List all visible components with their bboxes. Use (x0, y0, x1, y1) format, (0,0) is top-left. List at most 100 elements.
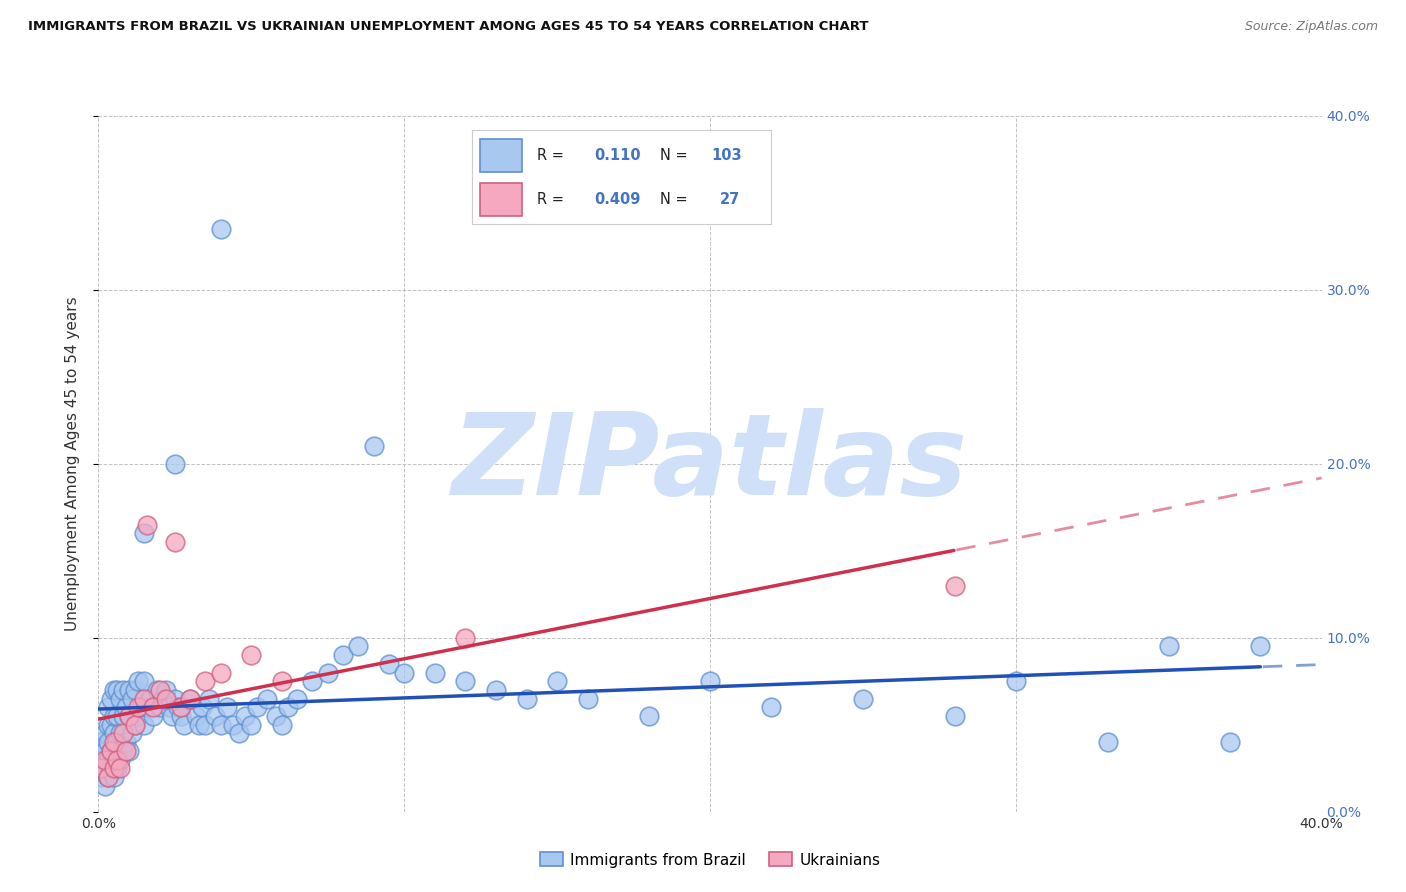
Point (204, 709, 226, 723)
Point (100, 717, 122, 731)
Legend: Immigrants from Brazil, Ukrainians: Immigrants from Brazil, Ukrainians (533, 847, 887, 873)
Point (301, 674, 323, 689)
Point (157, 700, 180, 714)
Point (167, 700, 190, 714)
Point (108, 761, 131, 775)
Point (118, 744, 141, 758)
Point (222, 717, 245, 731)
Point (454, 674, 477, 689)
Point (188, 717, 211, 731)
Point (90, 770, 112, 784)
Point (316, 665, 339, 680)
Point (852, 691, 875, 706)
Point (186, 709, 208, 723)
Point (103, 753, 125, 767)
Point (136, 517, 159, 532)
Point (124, 717, 146, 731)
Text: IMMIGRANTS FROM BRAZIL VS UKRAINIAN UNEMPLOYMENT AMONG AGES 45 TO 54 YEARS CORRE: IMMIGRANTS FROM BRAZIL VS UKRAINIAN UNEM… (28, 20, 869, 33)
Point (142, 709, 165, 723)
Point (105, 761, 128, 775)
Point (1249, 640, 1271, 654)
Point (90, 761, 112, 775)
Point (134, 691, 156, 706)
Point (97, 770, 120, 784)
Point (127, 709, 149, 723)
Point (209, 665, 232, 680)
Point (1004, 674, 1026, 689)
Point (240, 717, 263, 731)
Text: Source: ZipAtlas.com: Source: ZipAtlas.com (1244, 20, 1378, 33)
Point (145, 683, 167, 698)
Point (423, 665, 446, 680)
Point (155, 691, 177, 706)
Point (1219, 735, 1241, 749)
Point (108, 691, 131, 706)
Point (179, 691, 201, 706)
Point (285, 691, 308, 706)
Point (111, 744, 134, 758)
Point (163, 457, 186, 471)
Point (100, 761, 122, 775)
Point (134, 526, 156, 541)
Point (108, 753, 131, 767)
Point (129, 700, 152, 714)
Point (115, 735, 138, 749)
Point (191, 700, 214, 714)
Y-axis label: Unemployment Among Ages 45 to 54 years: Unemployment Among Ages 45 to 54 years (65, 296, 80, 632)
Point (105, 753, 128, 767)
Point (121, 691, 143, 706)
Point (277, 700, 299, 714)
Point (97, 753, 120, 767)
Point (93, 779, 115, 793)
Point (194, 674, 217, 689)
Point (105, 709, 128, 723)
Point (943, 578, 966, 592)
Point (163, 691, 186, 706)
Point (103, 735, 125, 749)
Point (1097, 735, 1119, 749)
Point (173, 717, 195, 731)
Point (215, 700, 238, 714)
Point (759, 700, 782, 714)
Point (97, 717, 120, 731)
Point (105, 735, 128, 749)
Point (111, 726, 134, 740)
Point (246, 700, 269, 714)
Point (103, 761, 125, 775)
Point (485, 683, 508, 698)
Point (121, 726, 143, 740)
Point (378, 657, 401, 671)
Point (637, 709, 661, 723)
Point (197, 691, 219, 706)
Point (90, 753, 112, 767)
Point (115, 700, 138, 714)
Point (363, 440, 385, 454)
Point (118, 683, 141, 698)
Point (1157, 640, 1180, 654)
Point (136, 700, 159, 714)
Point (270, 674, 292, 689)
Point (127, 700, 149, 714)
Point (699, 674, 721, 689)
Point (163, 535, 186, 549)
Point (233, 709, 256, 723)
Point (392, 665, 416, 680)
Point (134, 674, 156, 689)
Point (943, 709, 966, 723)
Point (100, 744, 122, 758)
Point (103, 683, 125, 698)
Point (152, 691, 174, 706)
Point (256, 691, 278, 706)
Point (105, 683, 128, 698)
Point (155, 683, 177, 698)
Point (179, 691, 201, 706)
Point (240, 648, 263, 662)
Point (170, 700, 193, 714)
Point (347, 640, 370, 654)
Point (111, 709, 134, 723)
Point (93, 726, 115, 740)
Point (127, 674, 149, 689)
Point (103, 770, 125, 784)
Point (170, 709, 193, 723)
Point (516, 691, 538, 706)
